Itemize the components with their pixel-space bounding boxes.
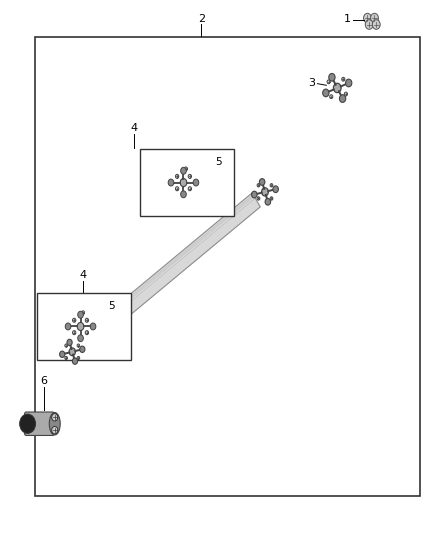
Text: 6: 6 bbox=[40, 376, 47, 386]
Circle shape bbox=[364, 13, 371, 23]
Circle shape bbox=[72, 358, 78, 364]
Circle shape bbox=[339, 95, 346, 102]
Circle shape bbox=[193, 179, 199, 186]
Ellipse shape bbox=[49, 413, 60, 435]
Text: 3: 3 bbox=[308, 78, 315, 87]
Circle shape bbox=[77, 357, 80, 360]
Circle shape bbox=[330, 95, 333, 99]
Circle shape bbox=[85, 330, 88, 335]
Circle shape bbox=[52, 426, 58, 434]
Circle shape bbox=[257, 183, 260, 187]
Circle shape bbox=[90, 323, 96, 330]
Bar bbox=[37, 293, 131, 360]
Circle shape bbox=[333, 83, 341, 93]
Circle shape bbox=[176, 174, 179, 179]
Circle shape bbox=[346, 79, 352, 87]
Circle shape bbox=[85, 318, 88, 322]
Circle shape bbox=[69, 348, 75, 356]
Circle shape bbox=[372, 20, 380, 29]
Circle shape bbox=[323, 89, 329, 96]
Text: 1: 1 bbox=[343, 14, 350, 23]
Circle shape bbox=[180, 167, 186, 174]
Circle shape bbox=[327, 80, 330, 84]
Circle shape bbox=[176, 187, 179, 191]
Circle shape bbox=[60, 351, 65, 358]
Polygon shape bbox=[73, 193, 260, 356]
Circle shape bbox=[65, 357, 67, 360]
Circle shape bbox=[180, 191, 186, 198]
Circle shape bbox=[265, 198, 271, 205]
Circle shape bbox=[188, 174, 191, 179]
Circle shape bbox=[77, 322, 84, 330]
Circle shape bbox=[73, 318, 76, 322]
Circle shape bbox=[365, 20, 373, 29]
Circle shape bbox=[184, 167, 187, 171]
Circle shape bbox=[78, 335, 83, 342]
Circle shape bbox=[270, 183, 273, 187]
Text: 2: 2 bbox=[198, 14, 205, 23]
Text: 4: 4 bbox=[80, 270, 87, 280]
Circle shape bbox=[273, 186, 279, 192]
Circle shape bbox=[80, 346, 85, 352]
Circle shape bbox=[65, 323, 71, 330]
Circle shape bbox=[259, 179, 265, 185]
Circle shape bbox=[344, 92, 347, 96]
Circle shape bbox=[261, 188, 268, 196]
Circle shape bbox=[188, 187, 191, 191]
Circle shape bbox=[73, 330, 76, 335]
Text: 5: 5 bbox=[215, 157, 222, 167]
Bar bbox=[35, 37, 420, 496]
Circle shape bbox=[180, 179, 187, 187]
Circle shape bbox=[81, 311, 85, 314]
Circle shape bbox=[270, 197, 273, 200]
Text: 4: 4 bbox=[130, 123, 137, 133]
Circle shape bbox=[65, 344, 67, 347]
Circle shape bbox=[168, 179, 174, 186]
FancyBboxPatch shape bbox=[25, 412, 54, 435]
Circle shape bbox=[329, 74, 335, 81]
Circle shape bbox=[78, 311, 83, 318]
Circle shape bbox=[52, 414, 58, 421]
Circle shape bbox=[342, 77, 345, 81]
Text: 5: 5 bbox=[108, 301, 114, 311]
Circle shape bbox=[371, 13, 378, 23]
Circle shape bbox=[251, 191, 257, 198]
Circle shape bbox=[67, 340, 72, 345]
Bar bbox=[140, 149, 234, 216]
Circle shape bbox=[77, 344, 80, 347]
Circle shape bbox=[20, 414, 35, 433]
Circle shape bbox=[257, 197, 260, 200]
